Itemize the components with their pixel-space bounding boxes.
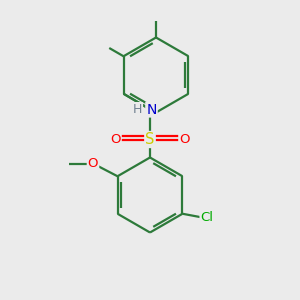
Text: O: O [88,157,98,170]
Text: O: O [179,133,190,146]
Text: S: S [145,132,155,147]
Text: H: H [133,103,142,116]
Text: N: N [146,103,157,116]
Text: Cl: Cl [200,211,214,224]
Text: O: O [110,133,121,146]
